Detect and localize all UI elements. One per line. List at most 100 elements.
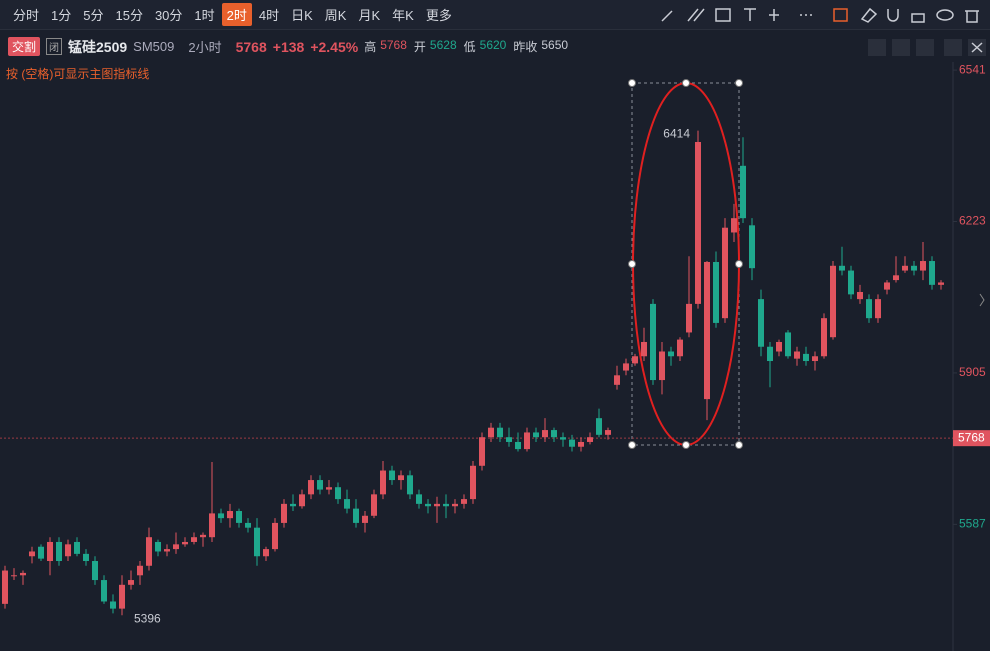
- candle-body: [830, 265, 836, 338]
- handle[interactable]: [682, 441, 690, 449]
- candle-body: [137, 565, 143, 576]
- candle-body: [560, 437, 566, 440]
- y-tick-label: 5587: [959, 517, 986, 531]
- candle-body: [461, 499, 467, 504]
- candle-body: [128, 580, 134, 585]
- stat-label: 低: [463, 40, 476, 54]
- toolbar: 分时 1分 5分 15分 30分 1时 2时 4时 日K 周K 月K 年K 更多: [0, 0, 990, 30]
- candle-body: [29, 551, 35, 557]
- candle-body: [533, 432, 539, 438]
- candle-body: [569, 439, 575, 447]
- candle-body: [263, 549, 269, 557]
- candle-body: [335, 487, 341, 500]
- stat-label: 昨收: [513, 40, 538, 54]
- candle-body: [767, 346, 773, 362]
- candle-body: [668, 351, 674, 357]
- period-tab[interactable]: 2时: [221, 3, 252, 26]
- period-tab[interactable]: 分时: [13, 8, 40, 23]
- header: 交割 闭 锰硅2509 SM509 2小时 5768 +138 +2.45% 高…: [0, 31, 990, 62]
- candle-body: [677, 339, 683, 357]
- period[interactable]: 2小时: [188, 40, 222, 55]
- candle-body: [425, 503, 431, 507]
- candle-body: [713, 261, 719, 323]
- candle-body: [83, 553, 89, 562]
- candle-body: [290, 503, 296, 507]
- period-tab[interactable]: 年K: [392, 8, 414, 23]
- period-tab[interactable]: 更多: [425, 8, 452, 23]
- candle-body: [146, 537, 152, 566]
- candle-body: [551, 430, 557, 438]
- candle-body: [353, 508, 359, 523]
- candle-body: [722, 227, 728, 319]
- change-pct: +2.45%: [310, 38, 359, 55]
- period-tab[interactable]: 1分: [51, 8, 72, 23]
- handle[interactable]: [628, 260, 636, 268]
- candle-body: [254, 527, 260, 557]
- candle-body: [65, 544, 71, 557]
- candle-body: [776, 341, 782, 352]
- candle-body: [245, 522, 251, 528]
- period-tab[interactable]: 5分: [83, 8, 104, 23]
- period-tab[interactable]: 1时: [194, 8, 215, 23]
- candle-body: [56, 541, 62, 562]
- candle-body: [758, 299, 764, 347]
- candle-body: [362, 515, 368, 523]
- handle[interactable]: [735, 79, 743, 87]
- handle[interactable]: [628, 79, 636, 87]
- candle-body: [641, 341, 647, 357]
- candle-body: [389, 470, 395, 481]
- change: +138: [272, 38, 305, 55]
- y-tick-label: 6223: [959, 214, 986, 228]
- y-tick-label: 5905: [959, 365, 986, 379]
- period-tab[interactable]: 15分: [115, 8, 143, 23]
- candle-body: [848, 270, 854, 295]
- period-tab[interactable]: 月K: [358, 8, 381, 23]
- candle-body: [902, 265, 908, 271]
- candle-body: [200, 534, 206, 538]
- candle-body: [632, 356, 638, 364]
- candle-body: [596, 418, 602, 435]
- candle-body: [821, 318, 827, 357]
- candle-body: [587, 437, 593, 442]
- candle-body: [101, 580, 107, 602]
- candle-body: [443, 503, 449, 507]
- side-handle[interactable]: [979, 293, 985, 307]
- candle-body: [578, 441, 584, 447]
- period-tab[interactable]: 30分: [154, 8, 183, 23]
- candle-body: [911, 265, 917, 271]
- candle-body: [416, 494, 422, 504]
- candle-body: [803, 353, 809, 362]
- candle-body: [218, 513, 224, 519]
- candle-body: [650, 303, 656, 381]
- stat-value: 5650: [541, 38, 569, 52]
- candle-body: [308, 480, 314, 495]
- period-tab[interactable]: 日K: [291, 8, 313, 23]
- candle-body: [686, 303, 692, 333]
- min-label: 5396: [134, 611, 161, 625]
- stat-label: 高: [364, 40, 377, 54]
- candle-body: [317, 480, 323, 490]
- handle[interactable]: [628, 441, 636, 449]
- period-tab[interactable]: 4时: [258, 8, 280, 23]
- candle-body: [920, 261, 926, 271]
- candle-body: [623, 363, 629, 371]
- candle-body: [515, 441, 521, 450]
- candle-body: [470, 465, 476, 500]
- candle-body: [497, 427, 503, 438]
- contract-code: SM509: [133, 39, 175, 54]
- candle-body: [236, 511, 242, 523]
- candle-body: [380, 470, 386, 495]
- candle-body: [407, 475, 413, 495]
- handle[interactable]: [735, 441, 743, 449]
- candle-body: [866, 299, 872, 319]
- hint: 按 (空格)可显示主图指标线: [6, 66, 149, 81]
- candle-body: [605, 430, 611, 435]
- stat-value: 5620: [479, 38, 507, 52]
- candle-body: [344, 499, 350, 509]
- handle[interactable]: [735, 260, 743, 268]
- stat-value: 5628: [429, 38, 457, 52]
- period-tab[interactable]: 周K: [324, 8, 347, 23]
- handle[interactable]: [682, 79, 690, 87]
- candle-body: [875, 299, 881, 319]
